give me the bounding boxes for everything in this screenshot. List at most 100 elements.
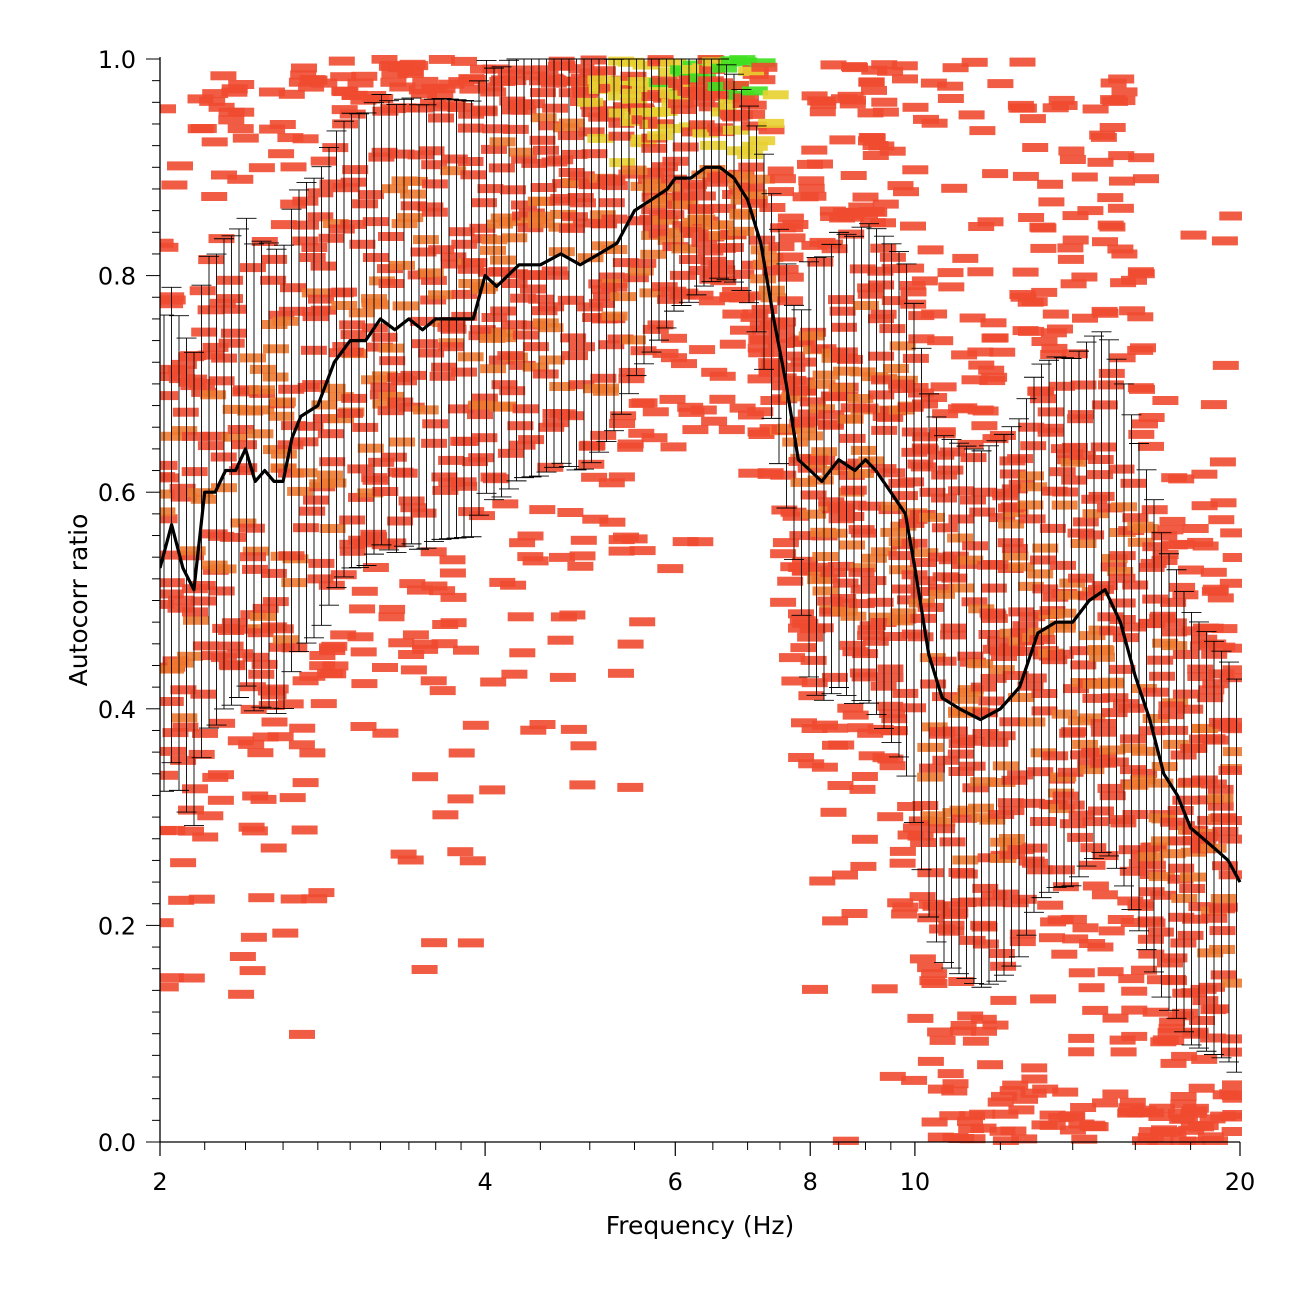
heat-cell	[830, 594, 857, 603]
heat-cell	[241, 826, 268, 836]
heat-cell	[1097, 967, 1124, 977]
heat-cell	[1000, 1126, 1027, 1136]
heat-cell	[242, 546, 269, 556]
heat-cell	[1007, 454, 1034, 464]
heat-cell	[507, 421, 534, 431]
heat-cell	[247, 429, 274, 439]
heat-cell	[941, 1086, 968, 1096]
heat-cell	[178, 973, 205, 983]
heat-cell	[749, 136, 776, 146]
heat-cell	[849, 784, 876, 794]
heat-cell	[477, 82, 504, 92]
heat-cell	[707, 172, 733, 182]
heat-cell	[980, 673, 1007, 683]
heat-cell	[629, 617, 656, 627]
heat-cell	[1088, 806, 1114, 816]
heat-cell	[798, 183, 825, 193]
heat-cell	[160, 550, 186, 560]
heat-cell	[610, 292, 637, 302]
heat-cell	[558, 223, 585, 233]
heat-cell	[499, 217, 526, 227]
heat-cell	[850, 445, 877, 455]
heat-cell	[440, 618, 467, 628]
heat-cell	[1030, 223, 1057, 233]
heat-cell	[230, 518, 257, 528]
heat-cell	[689, 345, 716, 355]
heat-cell	[919, 487, 946, 497]
heat-cell	[500, 580, 527, 590]
heat-cell	[927, 1027, 954, 1037]
heat-cell	[297, 421, 324, 431]
heat-cell	[917, 963, 944, 973]
heat-cell	[242, 652, 269, 662]
heat-cell	[991, 1091, 1017, 1101]
heat-cell	[378, 391, 405, 401]
heat-cell	[1110, 1047, 1137, 1057]
heat-cell	[221, 304, 247, 314]
heat-cell	[327, 392, 354, 402]
heat-cell	[883, 364, 909, 373]
heat-cell	[1179, 884, 1206, 893]
heat-cell	[1082, 104, 1109, 114]
heat-cell	[861, 65, 888, 75]
heat-cell	[1222, 1093, 1242, 1103]
heat-cell	[340, 330, 367, 340]
heat-cell	[178, 551, 204, 561]
heat-cell	[613, 102, 639, 112]
heat-cell	[709, 394, 736, 404]
heat-cell	[912, 548, 939, 558]
heat-cell	[580, 55, 607, 65]
heat-cell	[227, 124, 254, 134]
heat-cell	[950, 1021, 977, 1030]
heat-cell	[660, 58, 687, 68]
heat-cell	[261, 717, 288, 727]
heat-cell	[172, 407, 199, 417]
heat-cell	[1107, 203, 1134, 213]
heat-cell	[292, 196, 319, 206]
heat-cell	[1042, 751, 1069, 761]
heat-cell	[1048, 95, 1075, 105]
heat-cell	[250, 794, 277, 804]
heat-cell	[1180, 743, 1207, 753]
heat-cell	[510, 105, 537, 115]
heat-cell	[842, 710, 869, 720]
heat-cell	[631, 81, 658, 91]
heat-cell	[620, 165, 647, 175]
heat-cell	[581, 108, 608, 118]
heat-cell	[538, 422, 565, 432]
heat-cell	[860, 553, 887, 563]
heat-cell	[1069, 450, 1096, 460]
heat-cell	[162, 728, 189, 738]
heat-cell	[630, 138, 657, 148]
heat-cell	[868, 280, 895, 290]
heat-cell	[170, 755, 197, 765]
heat-cell	[1160, 597, 1187, 607]
heat-cell	[460, 170, 487, 180]
heat-cell	[378, 343, 405, 353]
heat-cell	[1151, 531, 1178, 541]
heat-cell	[777, 423, 804, 433]
heat-cell	[521, 158, 548, 168]
heat-cell	[429, 586, 456, 596]
heat-cell	[1068, 968, 1095, 978]
heat-cell	[871, 60, 898, 70]
heat-cell	[268, 411, 295, 421]
heat-cell	[1072, 517, 1099, 527]
heat-cell	[1107, 567, 1134, 576]
heat-cell	[1180, 872, 1207, 882]
heat-cell	[979, 815, 1006, 825]
heat-cell	[1091, 890, 1118, 900]
heat-cell	[317, 429, 344, 439]
heat-cell	[831, 322, 857, 332]
heat-cell	[717, 243, 744, 252]
heat-cell	[1089, 652, 1115, 662]
heat-cell	[779, 362, 806, 372]
heat-cell	[178, 352, 205, 362]
heat-cell	[621, 94, 648, 104]
heat-cell	[508, 147, 535, 157]
heat-cell	[1151, 556, 1178, 565]
heat-cell	[850, 861, 877, 871]
heat-cell	[888, 551, 915, 561]
heat-cell	[211, 170, 237, 180]
heat-cell	[832, 578, 859, 588]
